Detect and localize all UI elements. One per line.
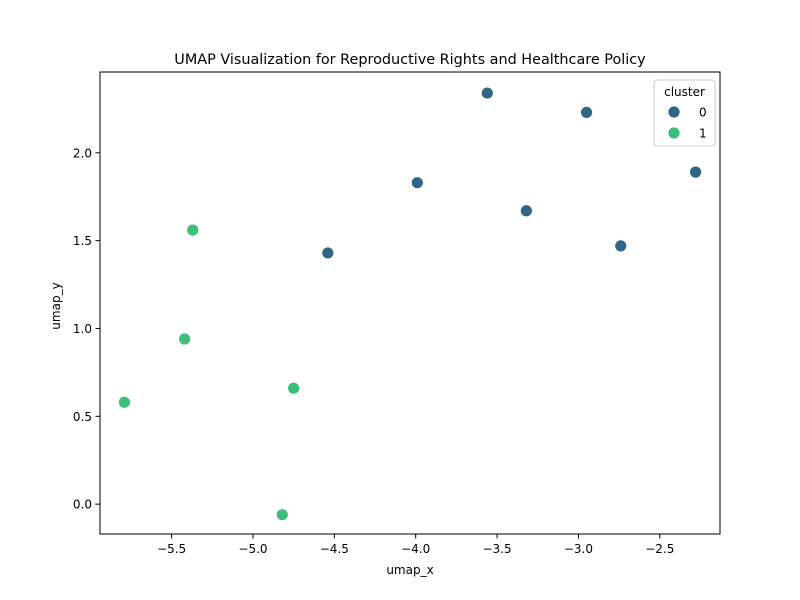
chart-title: UMAP Visualization for Reproductive Righ…: [174, 52, 646, 68]
x-tick-label: −4.5: [320, 542, 349, 556]
data-point-cluster-0: [614, 239, 628, 253]
y-tick-label: 1.5: [73, 234, 92, 248]
legend-marker-cluster-0: [667, 105, 681, 119]
data-point-cluster-1: [118, 395, 131, 409]
legend-label-cluster-0: 0: [699, 106, 707, 120]
data-point-cluster-0: [580, 106, 593, 119]
legend-title: cluster: [664, 85, 705, 99]
x-tick-label: −4.0: [401, 542, 430, 556]
y-tick-label: 1.0: [73, 322, 92, 336]
y-tick-label: 0.0: [73, 498, 92, 512]
plot-frame: [99, 71, 721, 535]
data-point-cluster-1: [186, 223, 200, 237]
x-axis-label: umap_x: [386, 563, 433, 577]
plot-area: −5.5 −5.0 −4.5 −4.0 −3.5 −3.0 −2.5 0.0 0.5 1.0 1.5…: [73, 71, 721, 556]
x-tick-label: −5.5: [157, 542, 186, 556]
data-point-cluster-1: [275, 508, 289, 522]
y-axis-label: umap_y: [49, 282, 63, 329]
x-tick-label: −2.5: [645, 542, 674, 556]
data-point-cluster-0: [321, 246, 335, 260]
x-tick-label: −3.5: [482, 542, 511, 556]
legend-label-cluster-1: 1: [699, 127, 707, 141]
legend-marker-cluster-1: [667, 126, 681, 140]
data-point-cluster-1: [178, 332, 192, 346]
legend: cluster 0 1: [653, 79, 716, 147]
x-tick-label: −3.0: [564, 542, 593, 556]
data-point-cluster-0: [480, 86, 494, 100]
data-point-cluster-0: [410, 176, 424, 190]
data-point-cluster-1: [287, 381, 301, 395]
y-tick-label: 0.5: [73, 410, 92, 424]
y-tick-label: 2.0: [73, 146, 92, 160]
data-point-cluster-0: [519, 204, 533, 218]
data-point-cluster-0: [689, 165, 702, 179]
x-tick-label: −5.0: [238, 542, 267, 556]
